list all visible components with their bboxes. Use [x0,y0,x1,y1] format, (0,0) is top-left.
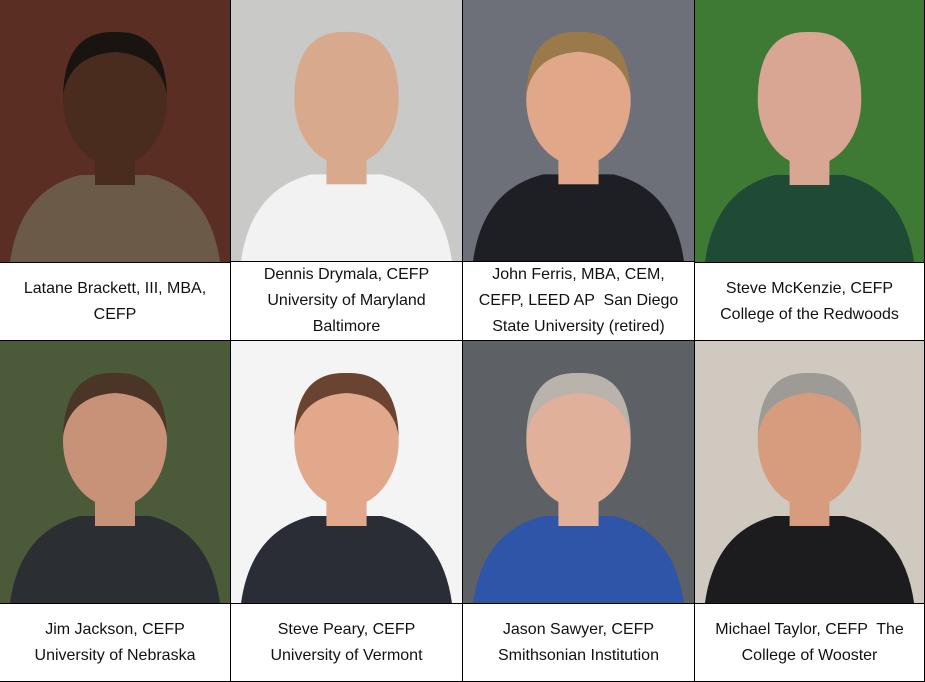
portrait [231,0,462,261]
torso [241,174,452,261]
caption: Steve Peary, CEFP University of Vermont [231,603,462,681]
caption-line: Jason Sawyer, CEFP [502,620,655,638]
hair [294,31,399,95]
caption-line: John Ferris, MBA, CEM, [492,266,665,283]
portrait [0,341,230,603]
head [63,34,167,166]
torso [473,516,684,603]
hair [526,372,631,436]
torso [10,175,220,262]
portrait [0,0,230,262]
caption-line: State University (retired) [492,318,665,335]
head [294,33,399,166]
portrait [463,341,694,603]
head [526,33,631,166]
head [63,375,167,507]
head [526,375,631,507]
hair [63,372,167,436]
caption-line: Steve McKenzie, CEFP [725,279,894,297]
portrait [695,0,924,262]
portrait [231,341,462,603]
torso [704,175,915,262]
caption: Michael Taylor, CEFP The College of Woost… [695,603,924,681]
portrait [695,341,924,603]
torso [241,516,452,603]
caption-line: Baltimore [312,318,381,335]
caption-line: Dennis Drymala, CEFP [263,266,430,283]
head [294,375,399,507]
person-card: John Ferris, MBA, CEM, CEFP, LEED AP San … [463,0,695,341]
head [757,34,862,166]
person-card: Michael Taylor, CEFP The College of Woost… [695,341,925,682]
caption-line: Steve Peary, CEFP [277,620,416,638]
caption-line: CEFP, LEED AP San Diego [478,292,679,309]
torso [473,174,684,261]
caption-line: Latane Brackett, III, MBA, [23,279,207,297]
hair [294,372,399,436]
person-card: Dennis Drymala, CEFP University of Maryla… [231,0,463,341]
caption-line: College of Wooster [741,646,878,664]
caption: Dennis Drymala, CEFP University of Maryla… [231,261,462,340]
caption-line: CEFP [93,305,137,323]
hair [526,31,631,95]
caption: Latane Brackett, III, MBA, CEFP [0,262,230,340]
hair [757,372,862,436]
person-card: Steve McKenzie, CEFP College of the Redwo… [695,0,925,341]
hair [757,31,862,95]
caption: Steve McKenzie, CEFP College of the Redwo… [695,262,924,340]
torso [10,516,220,603]
caption: John Ferris, MBA, CEM, CEFP, LEED AP San … [463,261,694,340]
torso [704,516,915,603]
caption-line: University of Nebraska [34,646,196,664]
caption-line: Smithsonian Institution [498,646,659,664]
caption-line: University of Vermont [270,646,423,664]
person-card: Jim Jackson, CEFP University of Nebraska [0,341,231,682]
caption: Jason Sawyer, CEFP Smithsonian Institutio… [463,603,694,681]
caption-line: College of the Redwoods [720,305,899,323]
portrait [463,0,694,261]
person-card: Jason Sawyer, CEFP Smithsonian Institutio… [463,341,695,682]
caption: Jim Jackson, CEFP University of Nebraska [0,603,230,681]
caption-line: Michael Taylor, CEFP The [715,620,904,638]
person-card: Latane Brackett, III, MBA, CEFP [0,0,231,341]
caption-line: University of Maryland [267,292,426,309]
caption-line: Jim Jackson, CEFP [45,620,185,638]
hair [63,31,167,95]
person-card: Steve Peary, CEFP University of Vermont [231,341,463,682]
head [757,375,862,507]
